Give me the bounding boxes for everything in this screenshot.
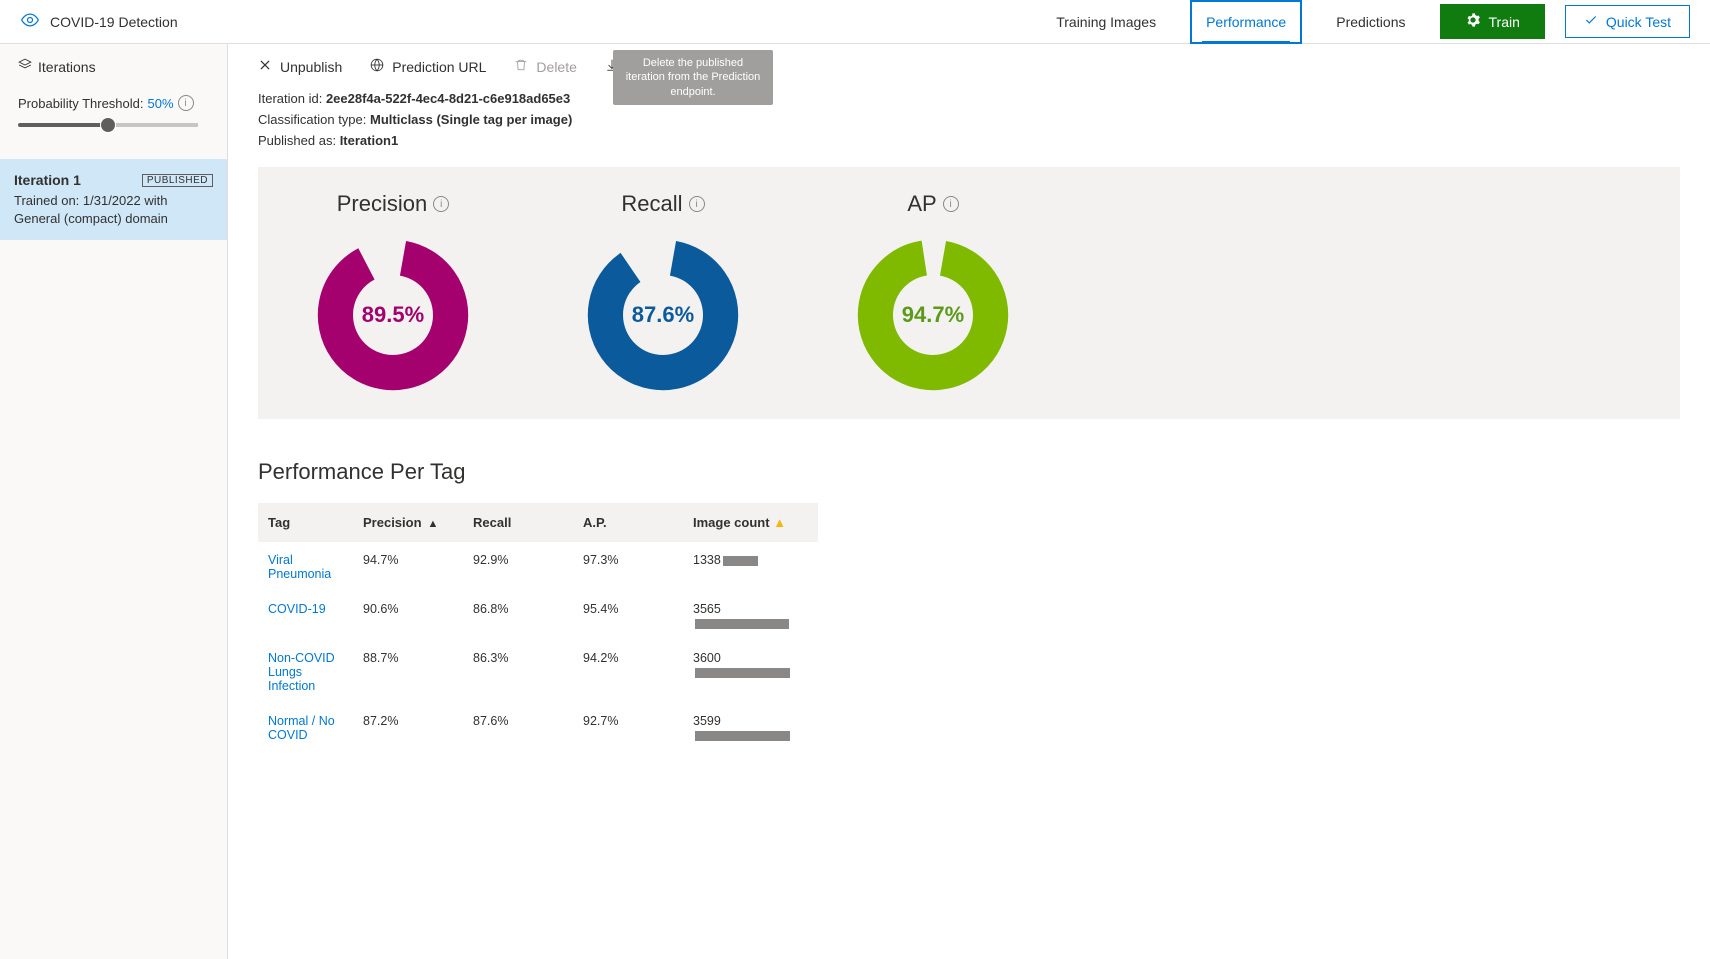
ap-value: 94.7%	[853, 235, 1013, 395]
info-icon[interactable]: i	[689, 196, 705, 212]
image-count: 3599	[693, 714, 721, 728]
globe-icon	[370, 58, 384, 75]
metrics-panel: Precisioni 89.5% Recalli 87.6%	[258, 167, 1680, 419]
count-bar	[695, 731, 790, 741]
col-image-count[interactable]: Image count ▲	[683, 503, 818, 543]
tab-training-images[interactable]: Training Images	[1042, 2, 1170, 42]
nav-tabs: Training Images Performance Predictions …	[1042, 0, 1690, 44]
recall-label: Recall	[621, 191, 682, 217]
quick-test-label: Quick Test	[1606, 14, 1671, 30]
unpublish-label: Unpublish	[280, 59, 342, 75]
iteration-toolbar: Unpublish Prediction URL Delete Export D…	[258, 58, 1680, 89]
precision-value: 89.5%	[313, 235, 473, 395]
iteration-subtitle: Trained on: 1/31/2022 with General (comp…	[14, 192, 213, 228]
iteration-id: 2ee28f4a-522f-4ec4-8d21-c6e918ad65e3	[326, 91, 570, 106]
iteration-id-label: Iteration id:	[258, 91, 322, 106]
x-icon	[258, 58, 272, 75]
train-button[interactable]: Train	[1440, 4, 1545, 39]
tag-link[interactable]: Non-COVID Lungs Infection	[268, 651, 335, 693]
gears-icon	[1465, 12, 1481, 31]
quick-test-button[interactable]: Quick Test	[1565, 5, 1690, 38]
info-icon[interactable]: i	[178, 95, 194, 111]
prediction-url-button[interactable]: Prediction URL	[370, 58, 486, 75]
published-as-label: Published as:	[258, 133, 336, 148]
tag-link[interactable]: Normal / No COVID	[268, 714, 335, 742]
image-count: 3565	[693, 602, 721, 616]
col-ap[interactable]: A.P.	[573, 503, 683, 543]
project-title: COVID-19 Detection	[50, 14, 178, 30]
delete-label: Delete	[536, 59, 576, 75]
table-row: COVID-1990.6%86.8%95.4%3565	[258, 592, 818, 641]
perf-table: Tag Precision▲ Recall A.P. Image count ▲…	[258, 503, 818, 752]
check-icon	[1584, 13, 1598, 30]
iteration-meta: Iteration id: 2ee28f4a-522f-4ec4-8d21-c6…	[258, 89, 1680, 151]
threshold-value: 50%	[148, 96, 174, 111]
perf-per-tag-title: Performance Per Tag	[258, 459, 1680, 485]
col-precision[interactable]: Precision▲	[353, 503, 463, 543]
image-count: 3600	[693, 651, 721, 665]
warning-icon: ▲	[773, 515, 786, 530]
prediction-url-label: Prediction URL	[392, 59, 486, 75]
published-as: Iteration1	[340, 133, 399, 148]
sort-asc-icon: ▲	[428, 518, 439, 530]
tab-performance[interactable]: Performance	[1190, 0, 1302, 44]
table-row: Normal / No COVID87.2%87.6%92.7%3599	[258, 704, 818, 753]
iterations-label: Iterations	[38, 59, 96, 75]
unpublish-button[interactable]: Unpublish	[258, 58, 342, 75]
published-badge: PUBLISHED	[142, 174, 213, 187]
iteration-name: Iteration 1	[14, 172, 81, 188]
ap-label: AP	[907, 191, 936, 217]
info-icon[interactable]: i	[433, 196, 449, 212]
count-bar	[695, 619, 789, 629]
count-bar	[695, 668, 790, 678]
threshold-slider[interactable]	[18, 123, 198, 141]
train-button-label: Train	[1489, 14, 1520, 30]
iteration-card[interactable]: Iteration 1 PUBLISHED Trained on: 1/31/2…	[0, 159, 227, 240]
precision-metric: Precision i 89.5%	[288, 191, 498, 395]
sidebar: Iterations Probability Threshold: 50% i …	[0, 44, 228, 959]
col-recall[interactable]: Recall	[463, 503, 573, 543]
recall-metric: Recalli 87.6%	[558, 191, 768, 395]
trash-icon	[514, 58, 528, 75]
table-row: Non-COVID Lungs Infection88.7%86.3%94.2%…	[258, 641, 818, 704]
col-tag[interactable]: Tag	[258, 503, 353, 543]
tab-predictions[interactable]: Predictions	[1322, 2, 1419, 42]
recall-value: 87.6%	[583, 235, 743, 395]
class-type: Multiclass (Single tag per image)	[370, 112, 572, 127]
precision-label: Precision	[337, 191, 427, 217]
eye-icon	[20, 10, 40, 33]
content-area: Unpublish Prediction URL Delete Export D…	[228, 44, 1710, 959]
info-icon[interactable]: i	[943, 196, 959, 212]
ap-metric: AP i 94.7%	[828, 191, 1038, 395]
class-type-label: Classification type:	[258, 112, 366, 127]
table-row: Viral Pneumonia94.7%92.9%97.3%1338	[258, 543, 818, 592]
iterations-header: Iterations	[0, 44, 227, 85]
layers-icon	[18, 58, 32, 75]
count-bar	[723, 556, 758, 566]
delete-tooltip: Delete the published iteration from the …	[613, 50, 773, 105]
delete-button: Delete	[514, 58, 576, 75]
tag-link[interactable]: COVID-19	[268, 602, 326, 616]
image-count: 1338	[693, 553, 721, 567]
tag-link[interactable]: Viral Pneumonia	[268, 553, 331, 581]
threshold-label: Probability Threshold:	[18, 96, 144, 111]
app-header: COVID-19 Detection Training Images Perfo…	[0, 0, 1710, 44]
